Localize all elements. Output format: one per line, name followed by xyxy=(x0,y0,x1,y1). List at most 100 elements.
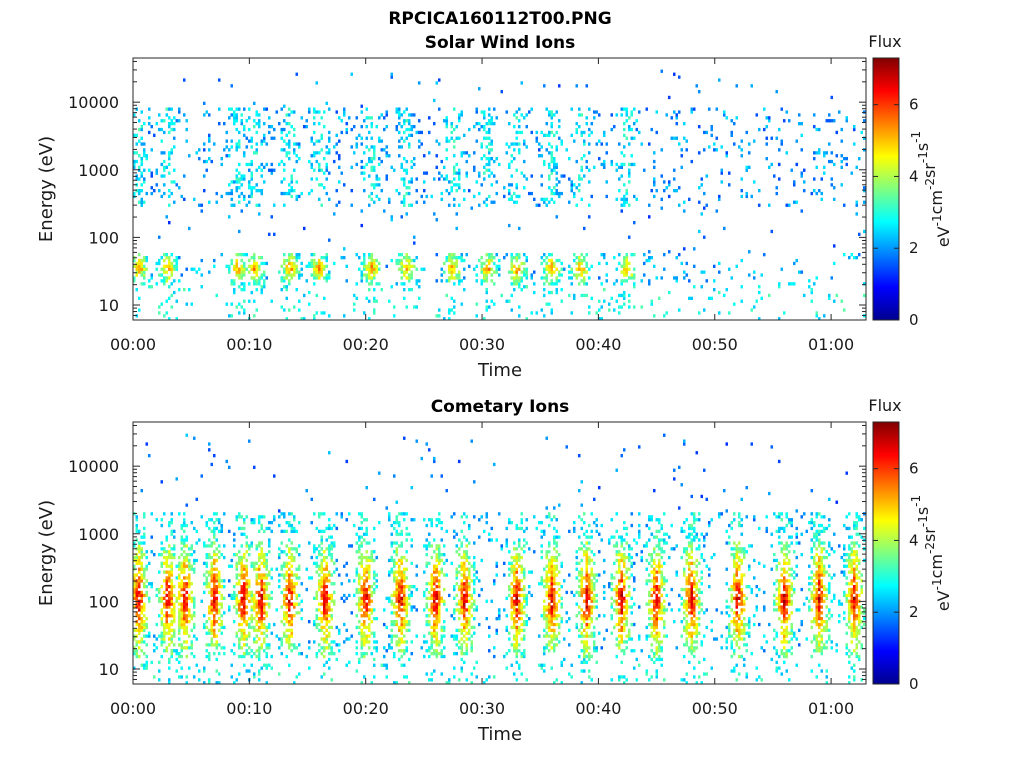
spectrogram-cell xyxy=(460,564,463,568)
spectrogram-cell xyxy=(583,256,586,260)
spectrogram-cell xyxy=(275,634,278,638)
spectrogram-cell xyxy=(290,194,293,199)
spectrogram-cell xyxy=(163,561,166,565)
spectrogram-cell xyxy=(370,270,373,274)
spectrogram-cell xyxy=(175,596,178,600)
spectrogram-cell xyxy=(153,643,156,647)
spectrogram-cell xyxy=(230,558,233,563)
spectrogram-cell xyxy=(258,582,261,586)
spectrogram-cell xyxy=(433,631,436,635)
spectrogram-cell xyxy=(168,256,171,260)
spectrogram-cell xyxy=(163,264,166,268)
spectrogram-cell xyxy=(320,567,323,571)
spectrogram-cell xyxy=(243,654,246,659)
spectrogram-cell xyxy=(403,605,406,609)
spectrogram-cell xyxy=(470,564,473,568)
spectrogram-cell xyxy=(845,119,848,123)
spectrogram-cell xyxy=(555,145,558,149)
spectrogram-cell xyxy=(470,625,473,630)
spectrogram-cell xyxy=(253,151,256,155)
spectrogram-cell xyxy=(430,608,433,612)
spectrogram-cell xyxy=(240,622,243,627)
spectrogram-cell xyxy=(240,576,243,580)
spectrogram-cell xyxy=(625,258,628,263)
spectrogram-cell xyxy=(183,564,186,568)
spectrogram-cell xyxy=(775,90,778,94)
spectrogram-cell xyxy=(490,148,493,152)
spectrogram-cell xyxy=(258,264,261,268)
spectrogram-cell xyxy=(150,550,153,554)
spectrogram-cell xyxy=(453,634,456,638)
spectrogram-cell xyxy=(168,660,171,664)
spectrogram-cell xyxy=(423,570,426,574)
spectrogram-cell xyxy=(263,107,266,111)
spectrogram-cell xyxy=(170,608,173,612)
spectrogram-cell xyxy=(598,139,601,143)
spectrogram-cell xyxy=(745,165,748,169)
spectrogram-cell xyxy=(135,622,138,627)
spectrogram-cell xyxy=(255,122,258,126)
spectrogram-cell xyxy=(410,180,413,184)
spectrogram-cell xyxy=(620,113,623,117)
spectrogram-cell xyxy=(583,130,586,135)
spectrogram-cell xyxy=(403,122,406,126)
spectrogram-cell xyxy=(365,602,368,606)
spectrogram-cell xyxy=(163,191,166,196)
spectrogram-cell xyxy=(298,299,301,303)
spectrogram-cell xyxy=(408,119,411,123)
spectrogram-cell xyxy=(178,622,181,627)
spectrogram-cell xyxy=(168,596,171,600)
spectrogram-cell xyxy=(373,311,376,315)
spectrogram-cell xyxy=(453,165,456,169)
spectrogram-cell xyxy=(253,258,256,263)
spectrogram-cell xyxy=(290,573,293,577)
spectrogram-cell xyxy=(190,599,193,603)
spectrogram-cell xyxy=(393,570,396,574)
spectrogram-cell xyxy=(290,174,293,178)
spectrogram-cell xyxy=(293,261,296,266)
spectrogram-cell xyxy=(203,101,206,105)
spectrogram-cell xyxy=(365,634,368,638)
spectrogram-cell xyxy=(365,576,368,580)
spectrogram-cell xyxy=(528,110,531,114)
spectrogram-cell xyxy=(463,640,466,644)
spectrogram-cell xyxy=(778,317,781,321)
spectrogram-cell xyxy=(193,550,196,554)
spectrogram-cell xyxy=(395,599,398,603)
spectrogram-cell xyxy=(688,279,691,283)
spectrogram-cell xyxy=(250,174,253,178)
spectrogram-cell xyxy=(403,596,406,600)
spectrogram-cell xyxy=(858,232,861,236)
spectrogram-cell xyxy=(253,518,256,522)
spectrogram-cell xyxy=(433,608,436,612)
spectrogram-cell xyxy=(263,590,266,595)
spectrogram-cell xyxy=(403,675,406,679)
spectrogram-cell xyxy=(718,311,721,315)
spectrogram-cell xyxy=(453,107,456,111)
spectrogram-cell xyxy=(485,253,488,257)
spectrogram-cell xyxy=(700,285,703,289)
spectrogram-cell xyxy=(315,590,318,595)
spectrogram-cell xyxy=(368,267,371,271)
spectrogram-cell xyxy=(160,620,163,624)
spectrogram-cell xyxy=(135,611,138,615)
spectrogram-cell xyxy=(680,165,683,169)
spectrogram-cell xyxy=(330,582,333,586)
spectrogram-cell xyxy=(180,541,183,545)
spectrogram-cell xyxy=(863,229,866,234)
spectrogram-cell xyxy=(260,256,263,260)
spectrogram-cell xyxy=(648,258,651,263)
spectrogram-cell xyxy=(540,145,543,149)
spectrogram-cell xyxy=(375,640,378,644)
spectrogram-cell xyxy=(138,570,141,574)
spectrogram-cell xyxy=(363,555,366,560)
spectrogram-cell xyxy=(263,631,266,635)
spectrogram-cell xyxy=(455,544,458,548)
spectrogram-cell xyxy=(820,191,823,196)
spectrogram-cell xyxy=(330,593,333,598)
spectrogram-cell xyxy=(200,599,203,603)
spectrogram-cell xyxy=(138,605,141,609)
spectrogram-cell xyxy=(140,489,143,493)
spectrogram-cell xyxy=(433,622,436,627)
spectrogram-cell xyxy=(215,669,218,673)
